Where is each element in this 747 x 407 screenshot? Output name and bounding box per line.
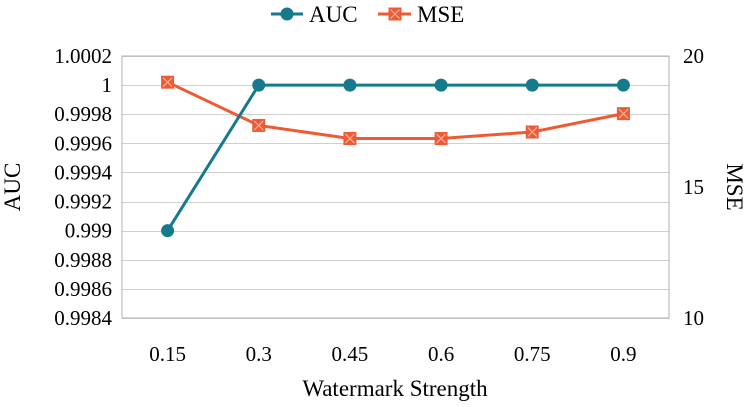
left-tick-label: 0.9984 — [54, 306, 112, 330]
grid-lines — [122, 56, 669, 319]
auc-point-2 — [343, 78, 357, 92]
legend-item-mse: MSE — [378, 2, 464, 27]
plot-area-frame — [121, 55, 670, 319]
series-mse — [161, 75, 630, 146]
left-axis-tick-labels: 1.0002 1 0.9998 0.9996 0.9994 0.9992 0.999 0.99… — [54, 44, 112, 330]
x-tick-label: 0.45 — [332, 342, 369, 366]
x-tick-label: 0.9 — [610, 342, 636, 366]
mse-point-mark-2 — [344, 133, 355, 144]
auc-point-5 — [616, 78, 630, 92]
left-tick-label: 0.9986 — [54, 277, 112, 301]
mse-point-mark-1 — [253, 120, 264, 131]
legend-auc-marker-icon — [280, 7, 294, 21]
right-tick-label: 10 — [683, 306, 704, 330]
left-tick-label: 0.9992 — [54, 190, 112, 214]
auc-line — [166, 83, 624, 232]
mse-line — [166, 80, 624, 141]
auc-point-4 — [525, 78, 539, 92]
mse-point-mark-5 — [618, 108, 629, 119]
left-tick-label: 0.9994 — [54, 160, 112, 184]
mse-point-mark-3 — [436, 133, 447, 144]
mse-point-mark-0 — [162, 77, 173, 88]
x-tick-label: 0.15 — [149, 342, 186, 366]
x-axis-tick-labels: 0.15 0.3 0.45 0.6 0.75 0.9 — [149, 342, 636, 366]
legend-mse-x-mark-icon — [390, 9, 400, 19]
left-tick-label: 1.0002 — [54, 44, 112, 68]
x-tick-label: 0.75 — [514, 342, 551, 366]
legend-auc-label: AUC — [309, 2, 358, 27]
legend-item-auc: AUC — [271, 2, 358, 27]
auc-point-0 — [161, 224, 175, 238]
right-axis-title: MSE — [722, 163, 747, 210]
left-axis-title: AUC — [0, 163, 25, 212]
left-tick-label: 0.999 — [65, 219, 112, 243]
legend-mse-label: MSE — [417, 2, 464, 27]
series-layer — [161, 75, 630, 238]
right-tick-label: 15 — [683, 175, 704, 199]
x-tick-label: 0.6 — [428, 342, 454, 366]
legend: AUC MSE — [271, 2, 464, 27]
right-tick-label: 20 — [683, 44, 704, 68]
series-auc — [161, 78, 630, 238]
auc-point-1 — [252, 78, 266, 92]
mse-point-mark-4 — [527, 127, 538, 137]
left-tick-label: 0.9998 — [54, 102, 112, 126]
left-tick-label: 0.9988 — [54, 248, 112, 272]
x-axis-title: Watermark Strength — [302, 376, 488, 401]
auc-point-3 — [434, 78, 448, 92]
x-tick-label: 0.3 — [246, 342, 272, 366]
left-tick-label: 1 — [102, 73, 113, 97]
right-axis-tick-labels: 20 15 10 — [683, 44, 704, 330]
left-tick-label: 0.9996 — [54, 131, 112, 155]
